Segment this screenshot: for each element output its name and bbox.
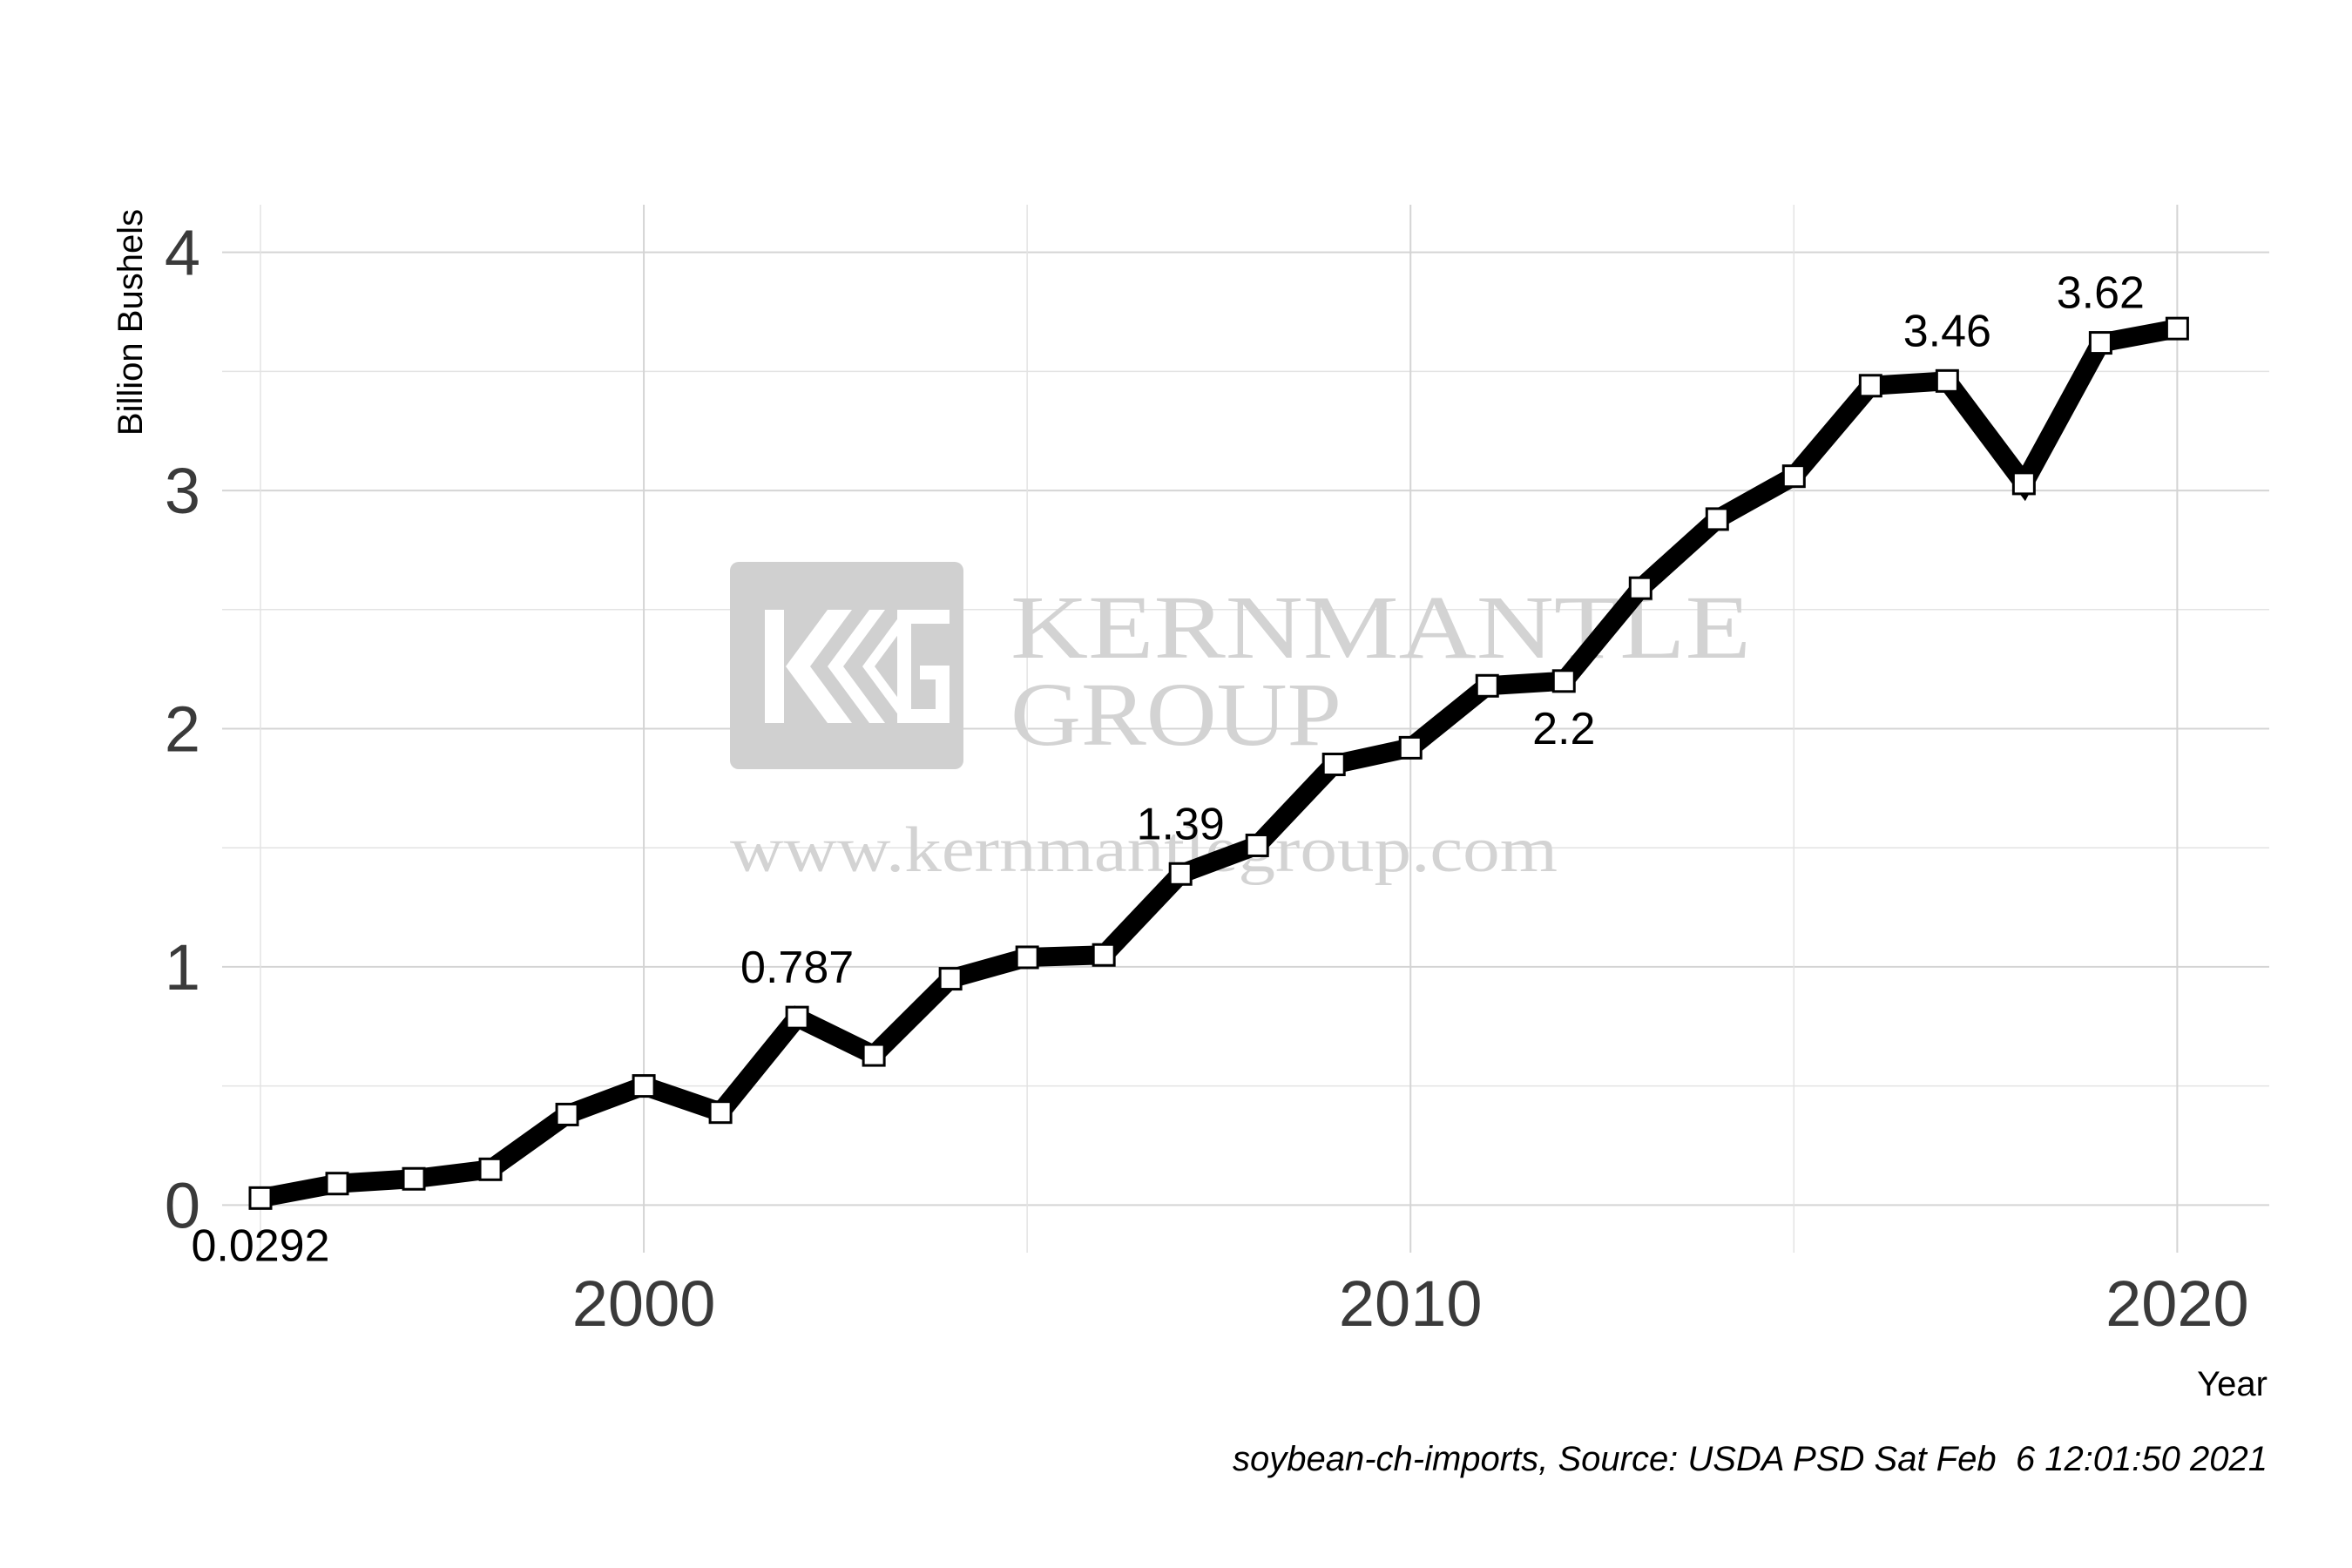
gridlines	[222, 205, 2269, 1253]
series-group	[258, 319, 2180, 1208]
data-label: 2.2	[1532, 704, 1595, 754]
data-point-marker	[1245, 833, 1269, 857]
tick-labels-group: 0 1 2 3 4 2000 2010 2020	[165, 217, 2249, 1340]
y-tick-label: 3	[165, 455, 200, 527]
data-point-marker	[2088, 331, 2112, 355]
data-point-marker	[248, 1186, 273, 1210]
data-point-marker	[555, 1102, 579, 1126]
data-point-marker	[478, 1157, 503, 1181]
y-tick-label: 4	[165, 217, 200, 289]
data-point-marker	[785, 1005, 809, 1030]
y-axis-title: Billion Bushels	[112, 209, 150, 436]
data-label: 3.46	[1903, 306, 1991, 356]
x-tick-label: 2000	[572, 1267, 716, 1340]
data-label: 0.0292	[191, 1220, 329, 1271]
data-point-marker	[938, 967, 963, 991]
data-label: 1.39	[1137, 799, 1225, 849]
x-tick-label: 2010	[1339, 1267, 1483, 1340]
chart-caption: soybean-ch-imports, Source: USDA PSD Sat…	[1233, 1440, 2268, 1478]
data-point-marker	[1628, 576, 1652, 600]
data-point-marker	[2011, 471, 2036, 496]
data-point-marker	[402, 1166, 426, 1191]
watermark: KERNMANTLE GROUP www.kernmantlegroup.com	[730, 562, 1751, 886]
y-tick-label: 1	[165, 931, 200, 1004]
data-point-marker	[1398, 735, 1423, 760]
data-point-marker	[862, 1043, 886, 1067]
data-point-marker	[1781, 464, 1806, 489]
data-label: 3.62	[2057, 268, 2145, 319]
data-point-marker	[708, 1100, 733, 1125]
markers-group	[248, 316, 2189, 1210]
data-point-marker	[1705, 507, 1729, 531]
series-line	[258, 319, 2180, 1208]
data-point-marker	[1475, 673, 1499, 698]
y-tick-label: 0	[165, 1169, 200, 1241]
y-tick-label: 2	[165, 693, 200, 766]
data-point-marker	[1551, 669, 1576, 693]
data-point-marker	[2165, 316, 2189, 341]
watermark-url: www.kernmantlegroup.com	[730, 814, 1558, 886]
data-point-marker	[325, 1172, 349, 1196]
x-axis-title: Year	[2197, 1365, 2268, 1403]
data-point-marker	[1935, 368, 1959, 393]
watermark-logo	[730, 562, 963, 769]
data-label: 0.787	[740, 943, 854, 993]
watermark-line2: GROUP	[1010, 665, 1342, 765]
data-point-marker	[1858, 374, 1882, 398]
x-tick-label: 2020	[2105, 1267, 2249, 1340]
data-point-marker	[632, 1074, 656, 1098]
data-point-marker	[1015, 945, 1039, 970]
data-point-marker	[1092, 943, 1116, 967]
data-point-marker	[1321, 753, 1346, 777]
data-labels-group: 0.0292 0.787 1.39 2.2 3.46 3.62	[191, 268, 2144, 1272]
data-point-marker	[1168, 862, 1193, 886]
